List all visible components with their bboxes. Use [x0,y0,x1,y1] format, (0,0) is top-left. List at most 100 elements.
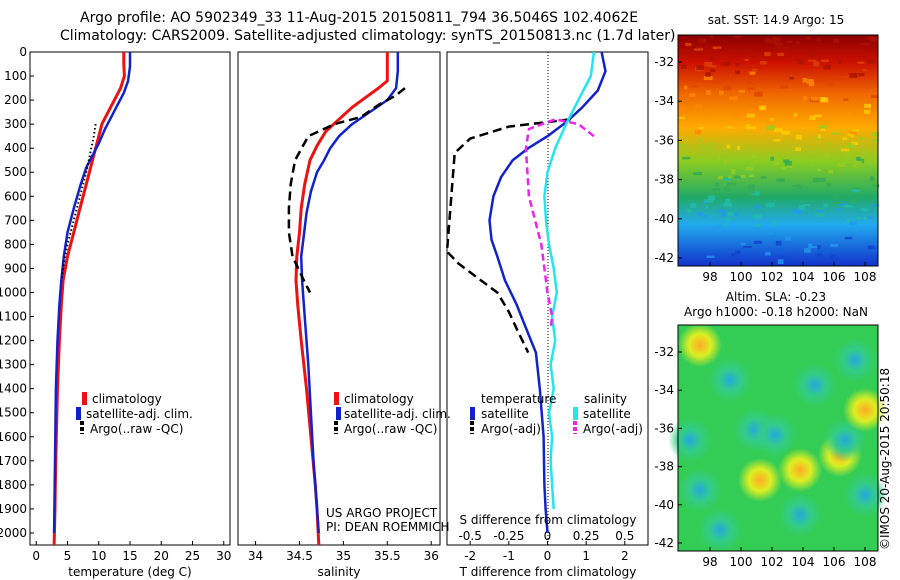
legend-argo: Argo(..raw -QC) [90,422,183,436]
t-difference-label: T difference from climatology [459,565,637,579]
sst-texture [707,143,714,146]
x-tick-label: 20 [154,549,169,563]
map-x-tick-label: 102 [761,270,784,284]
sst-texture [772,220,776,225]
sst-texture [703,76,713,81]
sst-texture [692,85,699,88]
secondary-tick-label: 0 [544,529,552,543]
y-tick-label: 500 [4,165,27,179]
sst-texture [820,97,826,103]
sst-texture [764,38,771,43]
sst-texture [803,95,807,101]
sst-texture [867,216,872,220]
sst-texture [811,97,819,101]
sst-texture [744,193,754,196]
sst-texture [806,36,811,40]
sst-texture [713,225,722,230]
sst-texture [777,259,784,265]
sst-texture [735,70,740,75]
sst-texture [698,126,704,129]
sst-texture [861,151,870,155]
sst-texture [744,58,749,62]
sst-texture [849,221,857,226]
y-tick-label: 100 [4,69,27,83]
sst-texture [837,162,846,167]
x-tick-label: 15 [122,549,137,563]
sst-texture [795,147,801,151]
sst-texture [851,198,857,203]
sst-texture [738,90,745,93]
secondary-tick-label: 0.25 [573,529,600,543]
sst-texture [785,236,791,241]
sst-texture [869,176,875,182]
sst-texture [764,52,771,57]
sst-texture [725,217,731,222]
sst-texture [858,73,865,77]
sst-texture [774,162,779,166]
sst-texture [830,243,839,247]
sst-texture [804,248,811,253]
sst-texture [813,61,820,67]
sst-texture [698,38,707,43]
sla-eddy [843,388,887,432]
sst-texture [846,218,850,224]
sst-texture [695,45,703,50]
sst-texture [807,51,814,57]
x-tick-label: 0 [32,549,40,563]
sla-eddy [793,363,837,407]
y-tick-label: 1600 [0,430,27,444]
sst-texture [797,62,804,65]
sst-texture [793,113,798,117]
sst-texture [827,82,835,87]
sst-map-title: sat. SST: 14.9 Argo: 15 [708,13,845,27]
sst-texture [827,142,832,146]
sst-texture [796,184,802,190]
series-line [52,52,132,534]
sst-texture [698,137,702,142]
sst-texture [859,137,865,140]
map-y-tick-label: -34 [654,94,674,108]
y-tick-label: 800 [4,237,27,251]
sst-texture [749,174,755,178]
legend-swatch-climatology [334,392,339,405]
sst-texture [793,209,802,214]
sst-texture [845,149,852,154]
y-tick-label: 900 [4,261,27,275]
sst-texture [838,60,842,65]
sst-texture [747,107,756,112]
sst-texture [680,64,687,69]
y-tick-label: 2000 [0,526,27,540]
sst-texture [745,166,754,171]
sst-texture [723,86,732,91]
y-tick-label: 600 [4,189,27,203]
sst-texture [747,126,757,130]
y-tick-label: 1400 [0,382,27,396]
temperature-panel: 0100200300400500600700800900100011001200… [0,45,231,563]
sst-texture [823,154,831,158]
sst-texture [684,85,688,90]
sst-texture [723,223,727,226]
sst-texture [854,160,863,164]
sst-texture [773,128,783,133]
sst-texture [866,58,875,64]
map-x-tick-label: 108 [854,270,877,284]
sst-texture [770,156,774,161]
sst-texture [743,246,752,249]
sst-texture [867,245,876,250]
sst-texture [817,177,826,182]
sst-texture [706,255,715,258]
sst-texture [836,202,846,206]
series-line [287,87,406,294]
sst-texture [694,130,702,135]
y-tick-label: 200 [4,93,27,107]
sst-texture [768,39,777,44]
sst-texture [862,69,867,72]
sst-texture [747,87,756,90]
sst-texture [760,61,767,65]
sst-texture [781,130,790,135]
sst-texture [727,126,733,129]
sst-texture [712,188,721,192]
sst-texture [772,37,781,41]
sst-texture [717,154,721,160]
